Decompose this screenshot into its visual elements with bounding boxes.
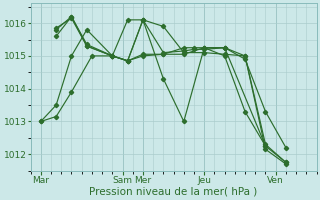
X-axis label: Pression niveau de la mer( hPa ): Pression niveau de la mer( hPa ) bbox=[90, 187, 258, 197]
